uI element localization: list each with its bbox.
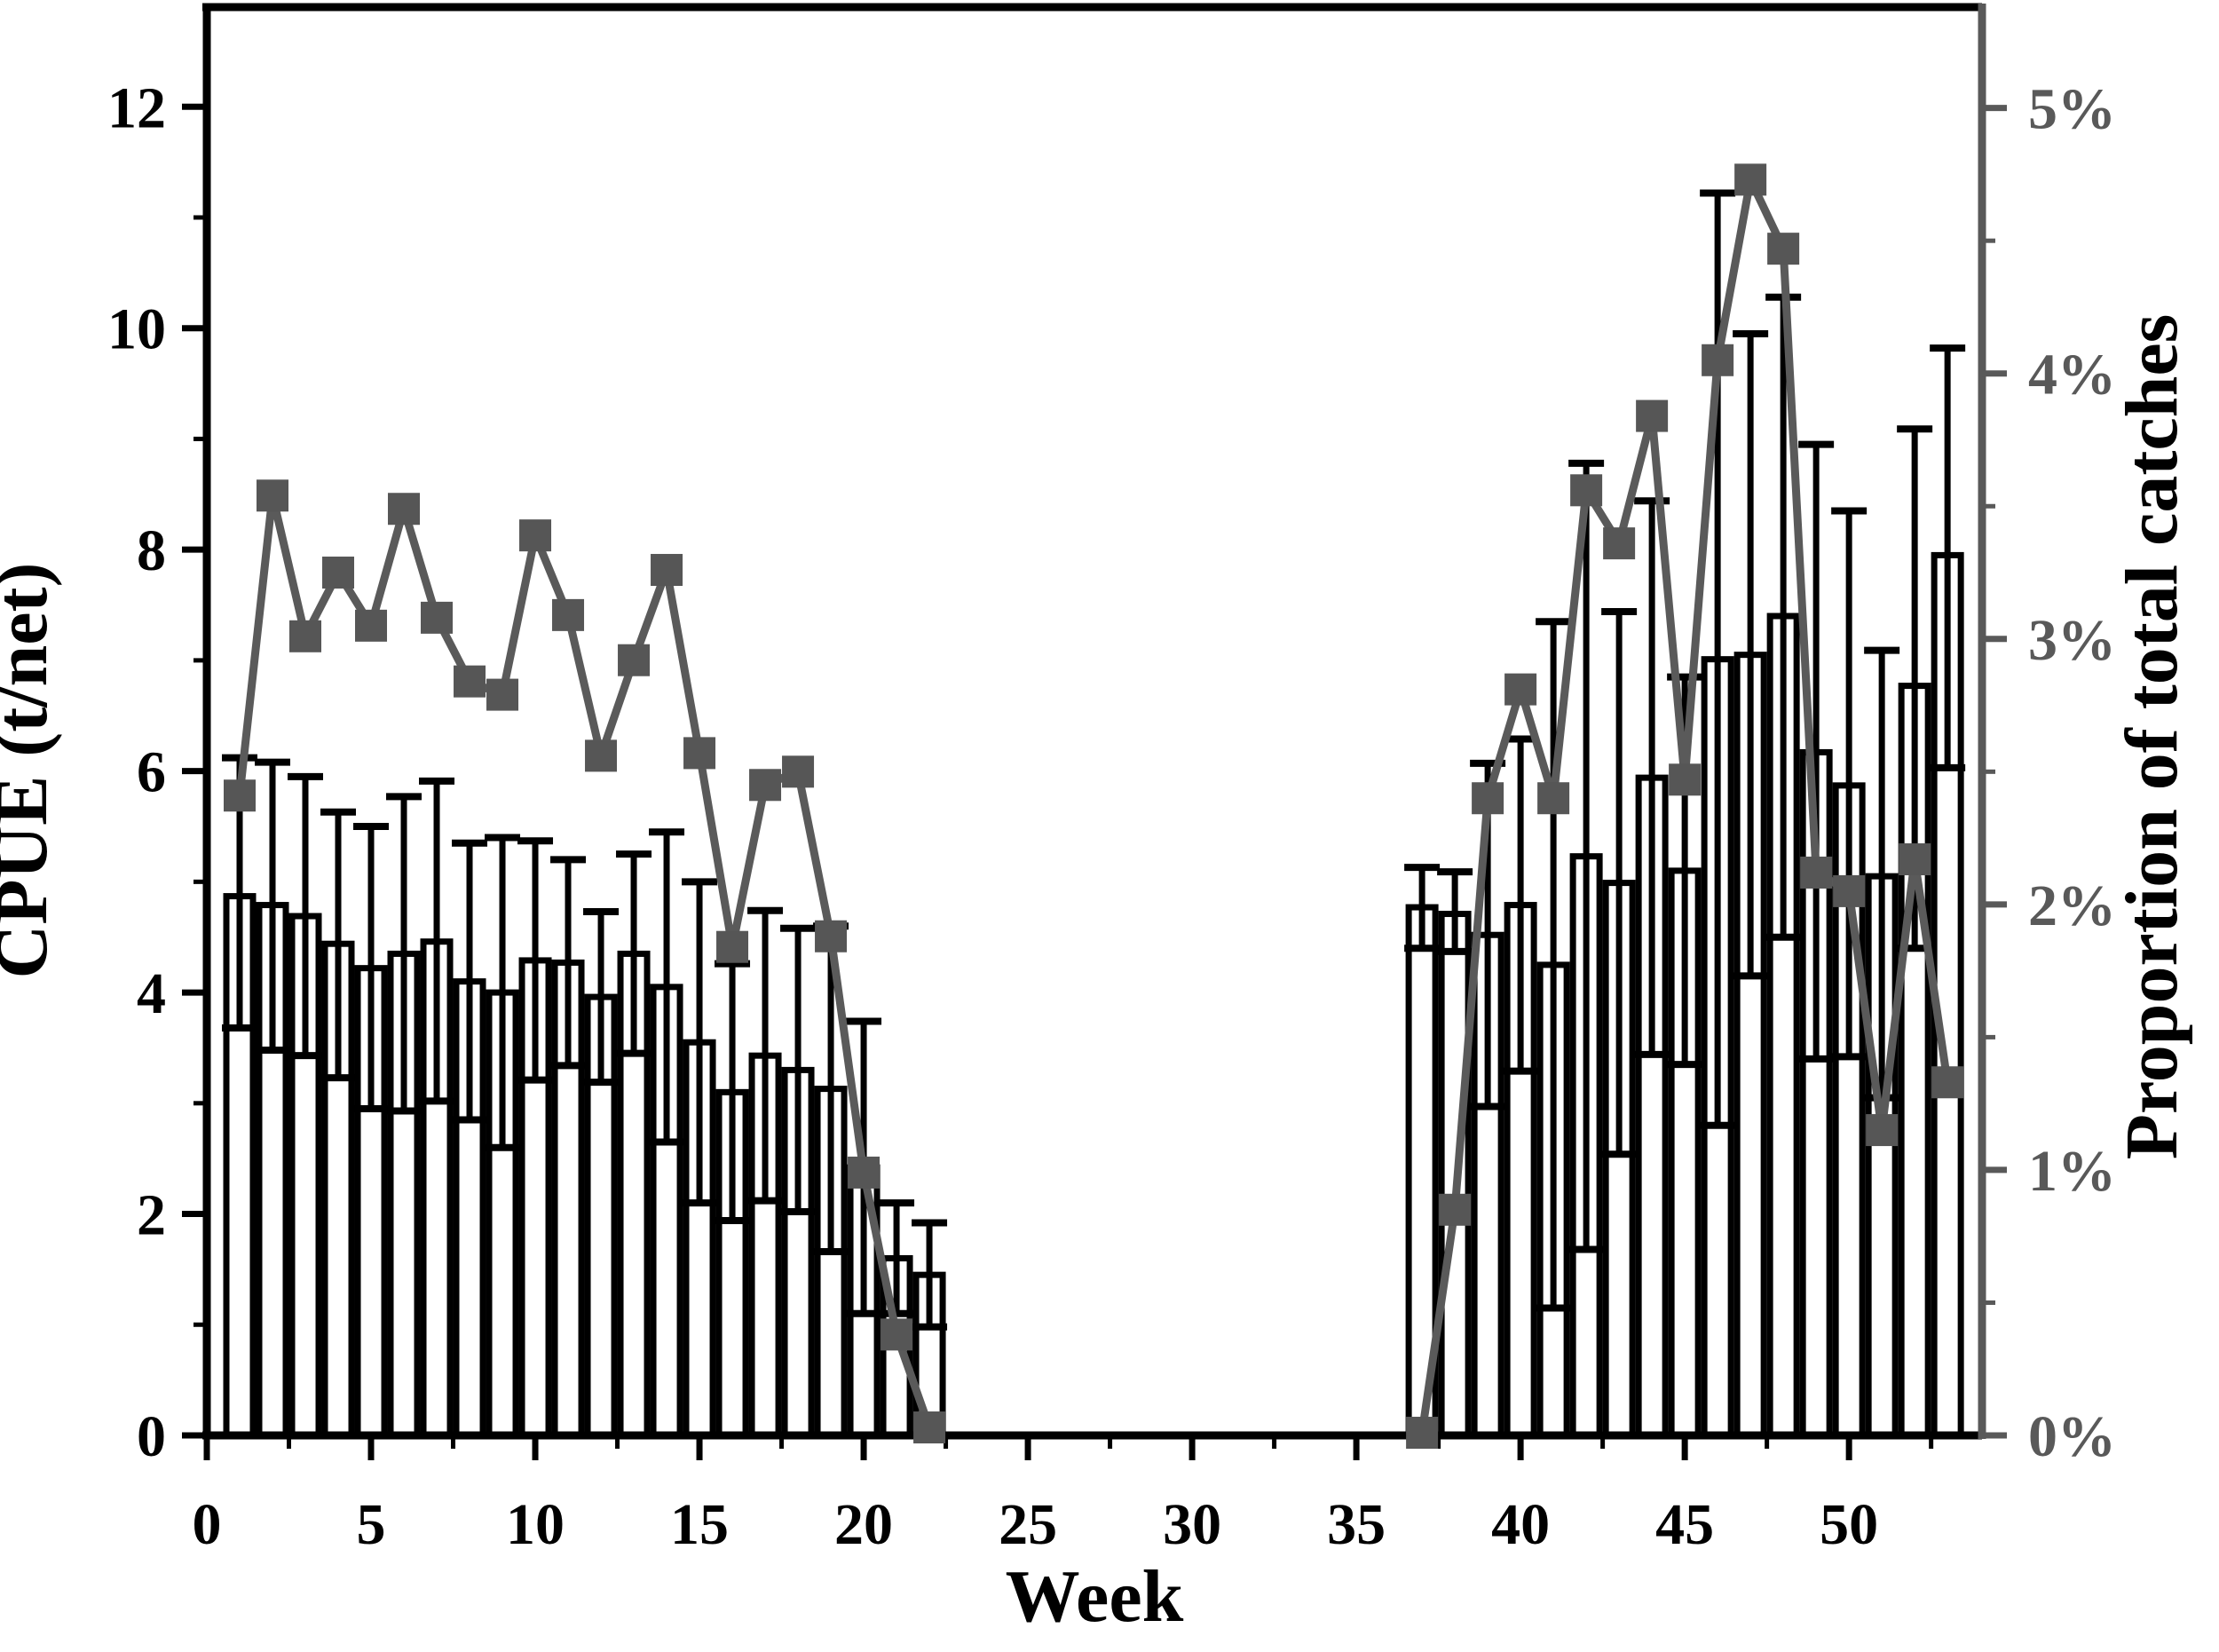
marker-week-38 [1439, 1193, 1472, 1226]
marker-week-4 [322, 557, 355, 589]
y-left-tick-label-6: 6 [137, 740, 166, 805]
marker-week-14 [651, 554, 683, 587]
marker-week-51 [1866, 1114, 1899, 1147]
marker-week-37 [1406, 1417, 1439, 1450]
y-left-tick-label-2: 2 [137, 1183, 166, 1248]
marker-week-42 [1570, 474, 1603, 507]
marker-week-21 [880, 1318, 913, 1351]
marker-week-20 [848, 1156, 880, 1189]
marker-week-41 [1537, 782, 1570, 815]
x-tick-label-15: 15 [670, 1492, 729, 1557]
y-right-tick-label-4: 4% [2028, 343, 2116, 407]
marker-week-5 [355, 609, 388, 642]
marker-week-22 [913, 1411, 946, 1444]
marker-week-39 [1472, 782, 1504, 815]
y-right-tick-label-1: 1% [2028, 1139, 2116, 1204]
y-axis-title-right: Proportion of total catches [2111, 314, 2193, 1160]
x-tick-label-30: 30 [1163, 1492, 1221, 1557]
axes-layer [182, 3, 2007, 1460]
marker-week-13 [618, 644, 651, 676]
marker-week-18 [782, 755, 815, 788]
x-tick-label-0: 0 [193, 1492, 222, 1557]
marker-week-50 [1833, 874, 1866, 907]
y-axis-title-left: CPUE (t/net) [0, 563, 63, 979]
y-left-tick-label-4: 4 [137, 961, 166, 1026]
y-left-tick-label-0: 0 [137, 1404, 166, 1469]
y-right-tick-label-5: 5% [2028, 77, 2116, 142]
marker-week-12 [585, 739, 618, 772]
marker-week-16 [716, 930, 749, 963]
marker-week-9 [486, 678, 519, 711]
y-right-tick-label-3: 3% [2028, 608, 2116, 673]
marker-week-1 [224, 779, 257, 812]
x-axis-title: Week [1006, 1555, 1184, 1638]
x-tick-label-10: 10 [506, 1492, 565, 1557]
tick-labels-layer: 0 2 4 6 8 10 12 0 5 10 15 20 25 30 35 40 45 50 0% 1% 2% 3% 4% 5… [107, 75, 2116, 1557]
marker-week-43 [1603, 527, 1636, 560]
y-left-tick-label-10: 10 [107, 297, 166, 362]
y-left-tick-label-12: 12 [107, 75, 166, 140]
marker-week-47 [1734, 163, 1767, 196]
x-tick-label-40: 40 [1491, 1492, 1550, 1557]
marker-week-7 [421, 601, 454, 634]
y-right-tick-label-2: 2% [2028, 873, 2116, 938]
marker-week-11 [552, 598, 585, 631]
marker-week-3 [289, 620, 322, 652]
x-tick-label-35: 35 [1327, 1492, 1386, 1557]
marker-week-52 [1899, 843, 1931, 876]
marker-week-48 [1767, 233, 1800, 265]
marker-week-2 [257, 479, 289, 512]
marker-week-15 [683, 737, 716, 770]
marker-week-45 [1669, 763, 1702, 796]
proportion-line-segment-1 [235, 494, 934, 1429]
marker-week-8 [454, 665, 486, 698]
x-tick-label-20: 20 [834, 1492, 893, 1557]
x-tick-label-25: 25 [999, 1492, 1057, 1557]
x-tick-label-45: 45 [1655, 1492, 1714, 1557]
marker-week-19 [815, 920, 848, 952]
bar-week-4 [321, 940, 355, 1439]
marker-week-40 [1504, 673, 1537, 706]
marker-week-6 [388, 493, 421, 526]
y-right-tick-label-0: 0% [2028, 1404, 2116, 1469]
proportion-line-layer [224, 163, 1964, 1450]
x-tick-label-5: 5 [357, 1492, 386, 1557]
marker-week-46 [1702, 344, 1734, 376]
marker-week-10 [519, 519, 552, 552]
x-tick-label-50: 50 [1820, 1492, 1878, 1557]
marker-week-44 [1636, 399, 1669, 432]
marker-week-49 [1800, 856, 1833, 889]
marker-week-53 [1931, 1066, 1964, 1099]
y-left-tick-label-8: 8 [137, 518, 166, 583]
marker-week-17 [749, 769, 782, 802]
